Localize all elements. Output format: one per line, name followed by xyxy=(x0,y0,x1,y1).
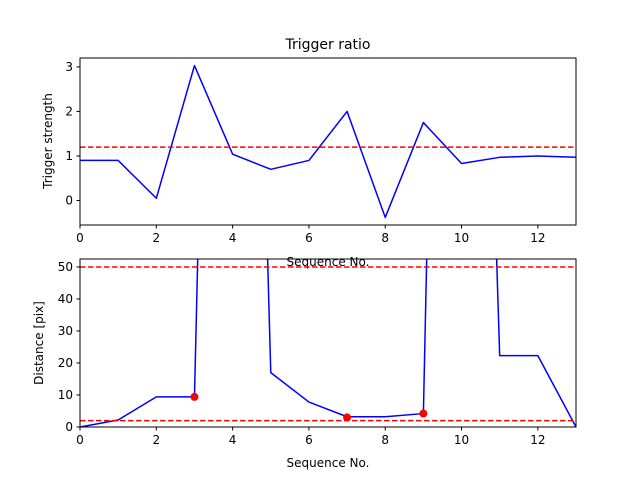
x-tick-label: 2 xyxy=(152,433,160,447)
x-tick-label: 6 xyxy=(305,433,313,447)
plot-area xyxy=(80,64,576,219)
y-tick-label: 1 xyxy=(65,149,73,163)
series-line xyxy=(80,64,576,219)
y-tick-label: 3 xyxy=(65,60,73,74)
x-tick-label: 0 xyxy=(76,433,84,447)
x-tick-label: 2 xyxy=(152,231,160,245)
y-tick-label: 30 xyxy=(58,324,73,338)
plot-area xyxy=(80,259,576,427)
x-tick-label: 6 xyxy=(305,231,313,245)
x-tick-label: 10 xyxy=(454,231,469,245)
x-tick-label: 12 xyxy=(530,433,545,447)
data-point-marker xyxy=(419,409,428,418)
y-tick-label: 0 xyxy=(65,420,73,434)
x-tick-label: 8 xyxy=(381,433,389,447)
x-tick-label: 12 xyxy=(530,231,545,245)
y-tick-label: 50 xyxy=(58,260,73,274)
y-tick-label: 0 xyxy=(65,194,73,208)
axes-frame xyxy=(79,258,577,428)
x-tick-label: 8 xyxy=(381,231,389,245)
distance-plot: 0 2 4 6 8 10 12 0 10 20 30 40 50 Distance [pix] Sequen… xyxy=(32,258,577,470)
x-tick-label: 0 xyxy=(76,231,84,245)
series-line xyxy=(80,259,576,427)
x-tick-label: 4 xyxy=(229,433,237,447)
x-tick-label: 4 xyxy=(229,231,237,245)
x-tick-label: 10 xyxy=(454,433,469,447)
data-point-marker xyxy=(190,392,199,401)
y-tick-label: 20 xyxy=(58,356,73,370)
data-point-marker xyxy=(343,413,352,422)
x-axis-label: Sequence No. xyxy=(287,456,370,470)
y-axis-label: Trigger strength xyxy=(41,93,55,190)
y-tick-label: 10 xyxy=(58,388,73,402)
y-tick-label: 40 xyxy=(58,292,73,306)
chart-title: Trigger ratio xyxy=(284,37,370,53)
y-tick-label: 2 xyxy=(65,104,73,118)
axes-frame xyxy=(79,57,577,226)
y-axis-label: Distance [pix] xyxy=(32,301,46,385)
